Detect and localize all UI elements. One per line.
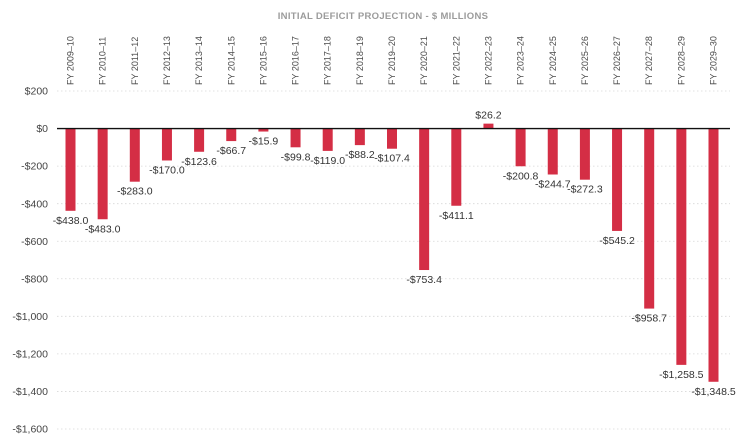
- bar: [676, 128, 687, 365]
- x-tick-label: FY 2017–18: [323, 36, 333, 85]
- bar: [483, 123, 494, 129]
- bar: [97, 128, 108, 220]
- x-tick-label: FY 2013–14: [194, 36, 204, 85]
- x-tick-label: FY 2011–12: [130, 37, 140, 85]
- bar: [354, 128, 365, 146]
- y-axis: $200 $0 -$200 -$400 -$600 -$800 -$1,000 -$1,200…: [12, 86, 48, 436]
- x-tick-label: FY 2012–13: [162, 36, 172, 85]
- data-label: -$283.0: [117, 186, 153, 198]
- x-tick-label: FY 2023–24: [516, 36, 526, 85]
- bar: [708, 128, 719, 382]
- bar: [129, 128, 140, 182]
- bar: [419, 128, 430, 271]
- x-tick-label: FY 2020–21: [419, 36, 429, 85]
- y-tick-label: -$800: [21, 273, 48, 285]
- bars: [65, 123, 719, 382]
- x-tick-label: FY 2009–10: [66, 36, 76, 85]
- y-tick-label: -$1,000: [12, 311, 48, 323]
- y-tick-label: -$200: [21, 161, 48, 173]
- y-tick-label: -$600: [21, 236, 48, 248]
- bar: [579, 128, 590, 180]
- bar: [451, 128, 462, 206]
- bar: [65, 128, 76, 211]
- data-label: -$411.1: [439, 210, 474, 222]
- data-label: -$1,258.5: [659, 369, 704, 381]
- x-tick-label: FY 2029–30: [709, 36, 719, 85]
- data-label: -$107.4: [374, 153, 410, 165]
- bar: [258, 128, 269, 132]
- data-label: -$200.8: [503, 170, 539, 182]
- y-tick-label: -$1,600: [12, 424, 48, 436]
- x-tick-label: FY 2019–20: [387, 36, 397, 85]
- data-label: -$66.7: [216, 145, 246, 157]
- y-tick-label: $200: [25, 86, 49, 98]
- data-labels: -$438.0-$483.0 -$283.0 -$170.0-$123.6-$66.…: [53, 110, 736, 398]
- y-tick-label: $0: [36, 123, 48, 135]
- bar: [290, 128, 301, 148]
- data-label: -$958.7: [631, 313, 667, 325]
- y-tick-label: -$1,200: [12, 348, 48, 360]
- x-tick-label: FY 2018–19: [355, 36, 365, 85]
- x-tick-label: FY 2024–25: [548, 36, 558, 85]
- data-label: -$15.9: [249, 136, 279, 148]
- x-tick-label: FY 2028–29: [676, 36, 686, 85]
- x-tick-label: FY 2027–28: [644, 36, 654, 85]
- data-label: -$88.2: [345, 149, 375, 161]
- data-label: -$438.0: [53, 215, 89, 227]
- bar: [515, 128, 526, 167]
- chart-title: INITIAL DEFICIT PROJECTION - $ MILLIONS: [278, 11, 489, 22]
- data-label: -$99.8: [281, 151, 311, 163]
- data-label: -$170.0: [149, 164, 185, 176]
- bar: [161, 128, 172, 161]
- bar: [387, 128, 397, 149]
- data-label: -$1,348.5: [691, 386, 736, 398]
- y-tick-label: -$400: [21, 198, 48, 210]
- x-tick-label: FY 2021–22: [451, 36, 461, 85]
- x-tick-label: FY 2022–23: [483, 36, 493, 85]
- data-label: -$119.0: [310, 155, 345, 167]
- bar: [226, 128, 237, 142]
- gridlines: [57, 90, 730, 430]
- bar: [644, 128, 655, 309]
- data-label: -$545.2: [599, 235, 635, 247]
- x-tick-label: FY 2016–17: [291, 36, 301, 85]
- bar: [612, 128, 623, 231]
- data-label: -$753.4: [406, 274, 442, 286]
- bar: [547, 128, 558, 175]
- data-label: -$483.0: [85, 223, 121, 235]
- x-tick-label: FY 2015–16: [258, 36, 268, 85]
- data-label: -$272.3: [567, 184, 603, 196]
- data-label: $26.2: [475, 110, 501, 122]
- x-tick-label: FY 2010–11: [98, 37, 108, 85]
- data-label: -$244.7: [535, 179, 571, 191]
- y-tick-label: -$1,400: [12, 386, 48, 398]
- x-tick-label: FY 2014–15: [226, 36, 236, 85]
- x-tick-label: FY 2026–27: [612, 36, 622, 85]
- data-label: -$123.6: [181, 156, 217, 168]
- x-tick-label: FY 2025–26: [580, 36, 590, 85]
- bar: [194, 128, 205, 152]
- bar: [322, 128, 333, 151]
- x-axis: FY 2009–10 FY 2010–11 FY 2011–12 FY 2012–13…: [66, 36, 719, 85]
